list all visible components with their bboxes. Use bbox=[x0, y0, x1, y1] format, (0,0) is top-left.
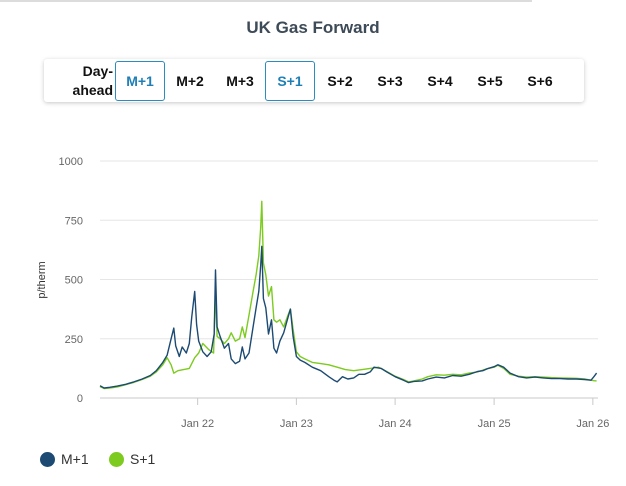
legend-item-s1[interactable]: S+1 bbox=[109, 450, 155, 468]
tab-s5[interactable]: S+5 bbox=[477, 73, 503, 89]
x-tick-label: Jan 23 bbox=[280, 418, 313, 430]
y-axis-ticks: 0 250 500 750 1000 bbox=[59, 156, 83, 405]
legend-label-m1: M+1 bbox=[61, 451, 89, 467]
x-tick-label: Jan 24 bbox=[379, 418, 412, 430]
y-tick-label: 1000 bbox=[59, 156, 83, 168]
x-tick-label: Jan 26 bbox=[576, 418, 609, 430]
header-divider-gap bbox=[532, 0, 626, 2]
tab-s2[interactable]: S+2 bbox=[327, 73, 353, 89]
tab-m2[interactable]: M+2 bbox=[176, 73, 204, 89]
chart-title: UK Gas Forward bbox=[246, 18, 380, 37]
tab-s3[interactable]: S+3 bbox=[377, 73, 403, 89]
x-tick-label: Jan 25 bbox=[478, 418, 511, 430]
tab-m3[interactable]: M+3 bbox=[226, 73, 254, 89]
chart-series bbox=[99, 200, 598, 390]
legend-item-m1[interactable]: M+1 bbox=[40, 450, 89, 468]
tab-s6[interactable]: S+6 bbox=[527, 73, 553, 89]
legend-label-s1: S+1 bbox=[130, 451, 156, 467]
y-tick-label: 250 bbox=[65, 334, 83, 346]
tab-day-ahead-label: Day-ahead bbox=[72, 63, 113, 98]
y-tick-label: 0 bbox=[77, 393, 83, 405]
x-axis-ticks: Jan 22 Jan 23 Jan 24 Jan 25 Jan 26 bbox=[181, 398, 609, 430]
legend-dot-s1 bbox=[109, 451, 124, 467]
tab-s4[interactable]: S+4 bbox=[427, 73, 453, 89]
tab-s1[interactable]: S+1 bbox=[265, 61, 315, 101]
series-line-m1 bbox=[99, 245, 598, 389]
y-tick-label: 750 bbox=[65, 215, 83, 227]
y-tick-label: 500 bbox=[65, 275, 83, 287]
header-divider bbox=[0, 0, 626, 2]
tab-m1[interactable]: M+1 bbox=[115, 61, 165, 101]
chart-grid bbox=[100, 160, 598, 399]
product-tab-bar: Day-ahead M+1 M+2 M+3 S+1 S+2 S+3 S+4 S+… bbox=[44, 59, 584, 102]
series-line-s1 bbox=[99, 200, 597, 390]
y-axis-label: p/therm bbox=[36, 261, 48, 298]
x-tick-label: Jan 22 bbox=[181, 418, 214, 430]
tab-day-ahead[interactable]: Day-ahead bbox=[62, 61, 116, 101]
legend-dot-m1 bbox=[40, 451, 55, 467]
